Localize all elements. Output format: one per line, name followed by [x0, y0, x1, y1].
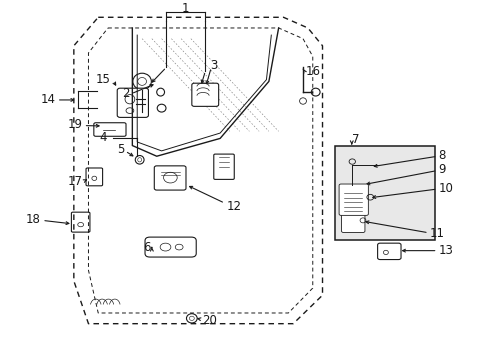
Text: 5: 5 — [117, 143, 124, 156]
Text: 10: 10 — [438, 182, 452, 195]
Text: 8: 8 — [438, 149, 445, 162]
Text: 3: 3 — [210, 59, 217, 72]
Text: 17: 17 — [67, 175, 82, 188]
FancyBboxPatch shape — [154, 166, 185, 190]
Text: 7: 7 — [351, 132, 359, 146]
Text: 20: 20 — [202, 314, 217, 327]
FancyBboxPatch shape — [341, 212, 364, 233]
FancyBboxPatch shape — [145, 237, 196, 257]
Text: 14: 14 — [40, 94, 55, 107]
FancyBboxPatch shape — [377, 243, 400, 260]
Text: 9: 9 — [438, 163, 445, 176]
FancyBboxPatch shape — [71, 212, 90, 232]
Bar — [334, 145, 434, 240]
FancyBboxPatch shape — [117, 88, 148, 117]
Text: 1: 1 — [181, 2, 188, 15]
Text: 19: 19 — [67, 118, 82, 131]
Text: 4: 4 — [99, 131, 107, 144]
FancyBboxPatch shape — [94, 123, 126, 136]
Text: 15: 15 — [96, 73, 110, 86]
Text: 18: 18 — [26, 213, 41, 226]
Text: 6: 6 — [143, 241, 151, 254]
Text: 11: 11 — [429, 227, 444, 240]
FancyBboxPatch shape — [191, 83, 218, 106]
FancyBboxPatch shape — [338, 184, 367, 215]
Text: 12: 12 — [226, 199, 241, 213]
FancyBboxPatch shape — [86, 168, 102, 186]
Text: 2: 2 — [122, 87, 130, 100]
Text: 13: 13 — [438, 244, 452, 257]
FancyBboxPatch shape — [213, 154, 234, 179]
Text: 16: 16 — [305, 65, 320, 78]
